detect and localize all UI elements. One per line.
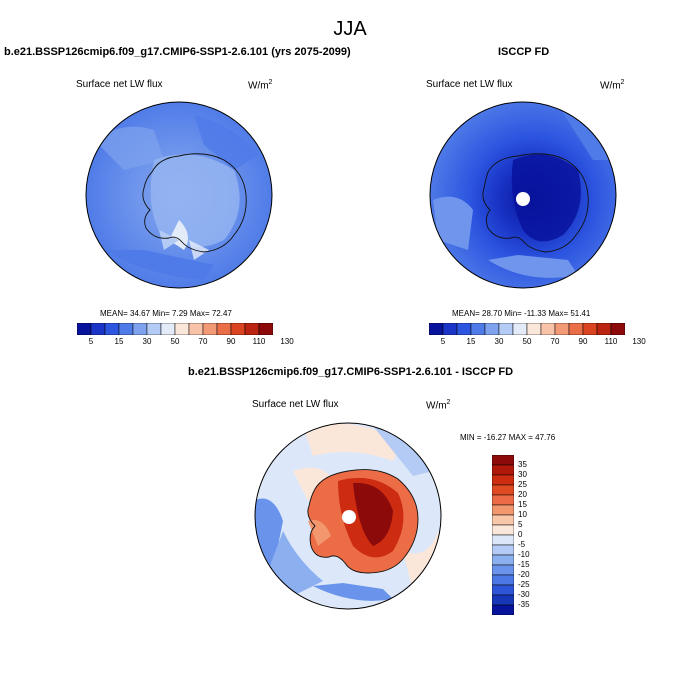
colorbar-swatch xyxy=(492,455,514,466)
colorbar-swatch xyxy=(568,323,584,335)
panel1-units-label: W/m2 xyxy=(248,79,273,92)
panel2-stats: MEAN= 28.70 Min= -11.33 Max= 51.41 xyxy=(452,309,591,318)
colorbar-tick-label: 130 xyxy=(632,337,646,346)
colorbar-swatch xyxy=(146,323,162,335)
figure-title: JJA xyxy=(333,18,367,40)
panel3-polar-map xyxy=(254,422,442,610)
colorbar-swatch xyxy=(492,514,514,526)
panel3-colorbar-labels: 35 30 25 20 15 10 5 0 -5 -10 -15 -20 -25 -30 -35 xyxy=(514,455,554,615)
colorbar-tick-label: 30 xyxy=(142,337,152,346)
colorbar-swatch xyxy=(492,524,514,536)
colorbar-tick-label: 5 xyxy=(88,337,94,346)
colorbar-swatch xyxy=(512,323,528,335)
colorbar-swatch xyxy=(492,574,514,586)
colorbar-tick-label: 5 xyxy=(440,337,446,346)
colorbar-swatch xyxy=(492,534,514,546)
panel2-colorbar xyxy=(429,323,625,335)
colorbar-tick-label: -15 xyxy=(518,560,530,569)
colorbar-swatch xyxy=(456,323,472,335)
colorbar-tick-label: 0 xyxy=(518,530,523,539)
colorbar-swatch xyxy=(596,323,612,335)
colorbar-tick-label: 5 xyxy=(518,520,523,529)
colorbar-swatch xyxy=(498,323,514,335)
colorbar-swatch xyxy=(174,323,190,335)
colorbar-swatch xyxy=(492,494,514,506)
colorbar-swatch xyxy=(492,464,514,476)
colorbar-swatch xyxy=(104,323,120,335)
panel1-colorbar-labels: 5 15 30 50 70 90 110 130 xyxy=(77,337,294,349)
colorbar-swatch xyxy=(492,484,514,496)
colorbar-swatch xyxy=(244,323,260,335)
colorbar-tick-label: 30 xyxy=(518,470,527,479)
panel1-title: b.e21.BSSP126cmip6.f09_g17.CMIP6-SSP1-2.… xyxy=(4,46,351,58)
colorbar-swatch xyxy=(492,544,514,556)
colorbar-swatch xyxy=(554,323,570,335)
colorbar-swatch xyxy=(77,323,92,335)
colorbar-swatch xyxy=(132,323,148,335)
colorbar-swatch xyxy=(118,323,134,335)
colorbar-swatch xyxy=(610,323,625,335)
colorbar-tick-label: 20 xyxy=(518,490,527,499)
colorbar-swatch xyxy=(442,323,458,335)
colorbar-tick-label: 15 xyxy=(466,337,476,346)
colorbar-swatch xyxy=(492,584,514,596)
colorbar-swatch xyxy=(258,323,273,335)
colorbar-swatch xyxy=(492,554,514,566)
colorbar-swatch xyxy=(202,323,218,335)
colorbar-tick-label: 15 xyxy=(518,500,527,509)
colorbar-swatch xyxy=(429,323,444,335)
colorbar-swatch xyxy=(492,474,514,486)
colorbar-tick-label: -30 xyxy=(518,590,530,599)
panel3-title: b.e21.BSSP126cmip6.f09_g17.CMIP6-SSP1-2.… xyxy=(188,366,514,378)
colorbar-tick-label: -10 xyxy=(518,550,530,559)
colorbar-tick-label: 30 xyxy=(494,337,504,346)
colorbar-tick-label: -20 xyxy=(518,570,530,579)
panel1-variable-label: Surface net LW flux xyxy=(76,79,163,90)
colorbar-tick-label: 110 xyxy=(252,337,266,346)
colorbar-tick-label: 25 xyxy=(518,480,527,489)
colorbar-tick-label: 70 xyxy=(550,337,560,346)
colorbar-tick-label: 70 xyxy=(198,337,208,346)
colorbar-swatch xyxy=(90,323,106,335)
panel3-units-label: W/m2 xyxy=(426,399,451,412)
panel1-colorbar xyxy=(77,323,273,335)
colorbar-swatch xyxy=(492,504,514,516)
colorbar-tick-label: 50 xyxy=(170,337,180,346)
colorbar-swatch xyxy=(540,323,556,335)
panel3-colorbar xyxy=(492,455,514,615)
colorbar-swatch xyxy=(470,323,486,335)
colorbar-tick-label: 50 xyxy=(522,337,532,346)
colorbar-tick-label: 130 xyxy=(280,337,294,346)
colorbar-swatch xyxy=(188,323,204,335)
colorbar-tick-label: 90 xyxy=(578,337,588,346)
colorbar-swatch xyxy=(526,323,542,335)
colorbar-tick-label: -25 xyxy=(518,580,530,589)
panel3-variable-label: Surface net LW flux xyxy=(252,399,339,410)
colorbar-tick-label: -35 xyxy=(518,600,530,609)
panel2-variable-label: Surface net LW flux xyxy=(426,79,513,90)
panel2-units-label: W/m2 xyxy=(600,79,625,92)
colorbar-tick-label: 90 xyxy=(226,337,236,346)
colorbar-tick-label: -5 xyxy=(518,540,526,549)
colorbar-tick-label: 15 xyxy=(114,337,124,346)
colorbar-swatch xyxy=(492,604,514,615)
colorbar-tick-label: 10 xyxy=(518,510,527,519)
colorbar-swatch xyxy=(582,323,598,335)
panel2-colorbar-labels: 5 15 30 50 70 90 110 130 xyxy=(429,337,646,349)
colorbar-swatch xyxy=(484,323,500,335)
colorbar-swatch xyxy=(216,323,232,335)
colorbar-tick-label: 110 xyxy=(604,337,618,346)
panel2-polar-map xyxy=(429,101,617,289)
panel1-polar-map xyxy=(85,101,273,289)
panel1-stats: MEAN= 34.67 Min= 7.29 Max= 72.47 xyxy=(100,309,232,318)
panel2-title: ISCCP FD xyxy=(498,46,550,58)
colorbar-tick-label: 35 xyxy=(518,460,527,469)
panel3-stats: MIN = -16.27 MAX = 47.76 xyxy=(460,433,556,442)
colorbar-swatch xyxy=(492,564,514,576)
colorbar-swatch xyxy=(160,323,176,335)
colorbar-swatch xyxy=(230,323,246,335)
colorbar-swatch xyxy=(492,594,514,606)
